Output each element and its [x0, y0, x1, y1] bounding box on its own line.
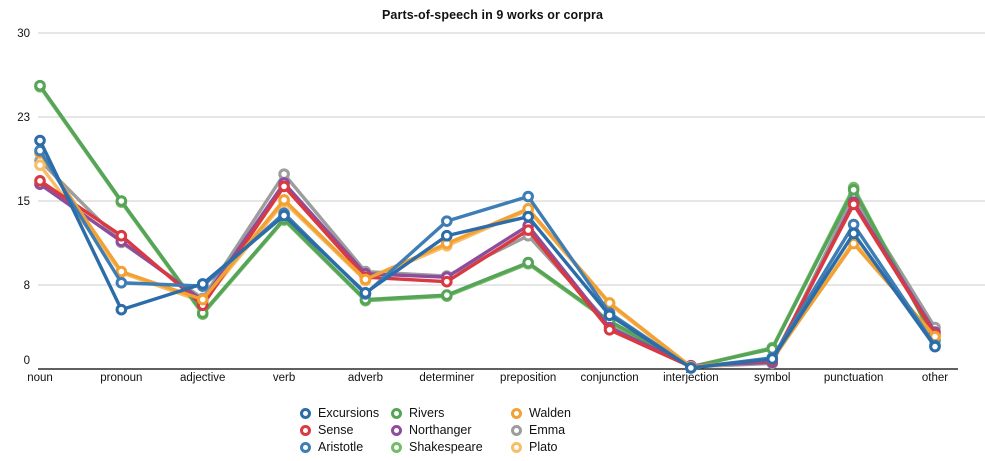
legend-item-shakespeare[interactable]: Shakespeare — [391, 439, 483, 456]
legend-marker-icon — [511, 408, 522, 419]
legend-item-aristotle[interactable]: Aristotle — [300, 439, 363, 456]
legend-marker-icon — [511, 425, 522, 436]
legend-item-plato[interactable]: Plato — [511, 439, 558, 456]
legend-marker-icon — [300, 442, 311, 453]
legend-item-excursions[interactable]: Excursions — [300, 405, 379, 422]
data-point-rivers — [34, 79, 46, 92]
data-point-excursions — [847, 227, 860, 240]
x-tick-label: symbol — [754, 372, 790, 384]
x-tick-label: pronoun — [100, 372, 142, 384]
x-tick-label: adjective — [180, 372, 225, 384]
legend-label: Shakespeare — [409, 440, 483, 454]
legend-label: Excursions — [318, 406, 380, 420]
legend-item-northanger[interactable]: Northanger — [391, 422, 472, 439]
data-point-excursions — [685, 362, 697, 374]
legend-marker-icon — [300, 408, 311, 419]
legend-item-sense[interactable]: Sense — [300, 422, 353, 439]
x-tick-label: adverb — [348, 372, 383, 384]
legend-marker-icon — [300, 425, 311, 436]
data-point-walden — [278, 194, 290, 206]
legend-label: Aristotle — [318, 440, 364, 454]
legend-label: Northanger — [409, 423, 472, 437]
x-tick-label: interjection — [663, 372, 719, 384]
legend-label: Walden — [529, 406, 571, 420]
data-point-emma — [278, 168, 290, 180]
x-tick-label: preposition — [500, 372, 556, 384]
y-tick-label: 30 — [17, 28, 30, 40]
y-tick-label: 0 — [24, 355, 30, 367]
data-point-excursions — [196, 278, 209, 290]
legend-item-rivers[interactable]: Rivers — [391, 405, 444, 422]
data-point-walden — [196, 293, 209, 306]
data-point-sense — [603, 324, 616, 336]
legend-marker-icon — [511, 442, 522, 453]
data-point-excursions — [441, 229, 453, 242]
y-tick-label: 15 — [17, 196, 30, 208]
data-point-aristotle — [847, 218, 860, 231]
x-tick-label: other — [922, 372, 948, 384]
x-tick-label: conjunction — [580, 372, 638, 384]
series-line-excursions — [38, 138, 937, 370]
line-chart-plot: 0 8 15 23 30 noun pronoun adjective verb adverb de… — [17, 28, 985, 384]
data-point-sense — [115, 229, 128, 242]
series-line-emma — [38, 158, 937, 369]
x-tick-label: noun — [27, 372, 53, 384]
legend-label: Emma — [529, 423, 566, 437]
data-point-aristotle — [115, 276, 128, 289]
x-tick-label: verb — [273, 372, 295, 384]
data-point-excursions — [115, 303, 128, 316]
data-point-excursions — [766, 353, 779, 365]
legend-label: Plato — [529, 440, 558, 454]
data-point-excursions — [929, 340, 941, 353]
data-point-sense — [522, 224, 534, 236]
x-tick-label: punctuation — [824, 372, 883, 384]
data-point-excursions — [522, 210, 534, 223]
data-point-walden — [115, 265, 128, 278]
series-line-plato — [38, 163, 937, 370]
legend-label: Sense — [318, 423, 354, 437]
legend-label: Rivers — [409, 406, 445, 420]
data-point-sense — [34, 175, 46, 187]
legend-marker-icon — [391, 442, 402, 453]
x-tick-label: determiner — [419, 372, 474, 384]
data-point-aristotle — [441, 215, 453, 227]
data-point-aristotle — [522, 190, 534, 203]
data-point-rivers — [847, 184, 860, 196]
chart-title: Parts-of-speech in 9 works or corpra — [381, 8, 604, 22]
legend-marker-icon — [391, 408, 402, 419]
y-tick-label: 8 — [24, 280, 30, 292]
data-point-rivers — [441, 289, 453, 301]
data-point-excursions — [359, 287, 372, 299]
data-point-sense — [441, 275, 453, 288]
legend-marker-icon — [391, 425, 402, 436]
data-point-excursions — [34, 134, 46, 147]
y-tick-label: 23 — [17, 112, 30, 124]
data-point-plato — [34, 159, 46, 171]
data-point-sense — [847, 198, 860, 211]
legend-item-emma[interactable]: Emma — [511, 422, 565, 439]
data-point-rivers — [115, 195, 128, 207]
series-line-aristotle — [38, 148, 937, 370]
data-point-excursions — [603, 309, 616, 322]
data-point-rivers — [522, 256, 534, 269]
legend-item-walden[interactable]: Walden — [511, 405, 571, 422]
data-point-sense — [278, 180, 290, 193]
data-point-excursions — [278, 209, 290, 222]
series-line-walden — [38, 151, 937, 369]
data-point-walden — [359, 273, 372, 286]
